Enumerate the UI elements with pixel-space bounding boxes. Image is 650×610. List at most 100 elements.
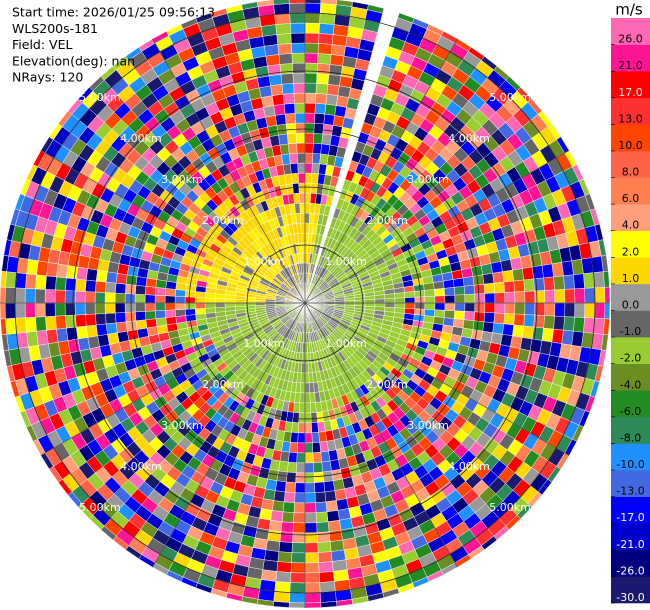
radar-gate bbox=[367, 4, 385, 14]
radar-gate bbox=[76, 266, 88, 281]
radar-gate bbox=[384, 298, 396, 304]
radar-gate bbox=[513, 313, 525, 327]
radar-gate bbox=[329, 54, 345, 67]
radar-gate bbox=[374, 294, 386, 300]
radar-gate bbox=[281, 511, 295, 523]
radar-gate bbox=[95, 280, 107, 293]
colorbar-segment bbox=[611, 416, 650, 444]
radar-gate bbox=[297, 162, 306, 174]
radar-gate bbox=[304, 102, 316, 114]
radar-gate bbox=[313, 123, 325, 135]
spoke bbox=[304, 302, 570, 456]
range-ring-label: 1.00km bbox=[243, 255, 285, 268]
radar-gate bbox=[214, 298, 226, 304]
radar-gate bbox=[224, 306, 236, 312]
radar-gate bbox=[25, 273, 37, 290]
radar-gate bbox=[312, 442, 321, 454]
radar-gate bbox=[318, 33, 334, 45]
radar-gate bbox=[289, 12, 306, 24]
radar-gate bbox=[275, 23, 292, 35]
radar-gate bbox=[304, 592, 321, 604]
radar-gate bbox=[299, 402, 306, 414]
radar-gate bbox=[321, 460, 332, 473]
radar-gate bbox=[314, 481, 326, 493]
radar-gate bbox=[125, 311, 137, 323]
radar-gate bbox=[329, 539, 345, 552]
radar-gate bbox=[561, 329, 574, 346]
radar-gate bbox=[324, 103, 337, 116]
range-ring-label: 2.00km bbox=[202, 214, 244, 227]
colorbar-tick-label: -4.0 bbox=[620, 378, 641, 391]
radar-gate bbox=[276, 123, 288, 136]
radar-gate bbox=[354, 299, 366, 304]
radar-gate bbox=[85, 279, 97, 293]
radar-gate bbox=[279, 143, 290, 156]
radar-gate bbox=[304, 432, 313, 444]
radar-gate bbox=[254, 302, 266, 306]
radar-gate bbox=[24, 288, 36, 304]
radar-gate bbox=[295, 472, 306, 484]
radar-gate bbox=[561, 260, 574, 277]
radar-gate bbox=[289, 152, 298, 164]
radar-gate bbox=[297, 432, 306, 444]
range-ring-label: 3.00km bbox=[161, 173, 203, 186]
radar-gate bbox=[76, 325, 88, 340]
radar-gate bbox=[115, 273, 128, 285]
overlay: 1.00km 1.00km 1.00km 1.00km 2.00km 2.00km 2.00… bbox=[0, 0, 610, 608]
radar-gate bbox=[332, 478, 345, 491]
radar-gate bbox=[291, 52, 306, 64]
radar-gate bbox=[55, 315, 67, 330]
radar-gate bbox=[184, 308, 196, 316]
radar-gate bbox=[298, 182, 306, 194]
radar-gate bbox=[85, 324, 98, 338]
radar-gate bbox=[276, 561, 292, 573]
radar-gate bbox=[114, 302, 126, 314]
radar-gate bbox=[434, 295, 446, 304]
radar-gate bbox=[494, 292, 506, 304]
radar-gate bbox=[283, 103, 296, 115]
radar-gate bbox=[564, 302, 576, 318]
radar-gate bbox=[544, 289, 556, 304]
radar-gate bbox=[155, 317, 167, 327]
radar-gate bbox=[311, 172, 319, 184]
radar-gate bbox=[74, 290, 86, 304]
radar-gate bbox=[308, 372, 314, 384]
radar-gate bbox=[434, 288, 446, 297]
colorbar-tick-label: -21.0 bbox=[616, 538, 644, 551]
radar-gate bbox=[464, 293, 476, 304]
colorbar-segment bbox=[611, 18, 650, 45]
radar-gate bbox=[483, 282, 495, 294]
radar-gate bbox=[95, 323, 108, 337]
radar-gate bbox=[290, 562, 306, 574]
colorbar-segment bbox=[611, 204, 650, 232]
radar-gate bbox=[304, 372, 310, 384]
radar-gate bbox=[299, 392, 306, 404]
range-ring-label: 4.00km bbox=[120, 460, 162, 473]
radar-gate bbox=[584, 302, 596, 319]
colorbar-segment bbox=[611, 97, 650, 125]
radar-gate bbox=[295, 122, 306, 134]
radar-gate bbox=[105, 271, 118, 284]
radar-gate bbox=[311, 162, 320, 174]
radar-gate bbox=[14, 287, 26, 304]
radar-gate bbox=[330, 549, 346, 562]
radar-gate bbox=[35, 316, 47, 332]
radar-gate bbox=[533, 277, 545, 292]
radar-gate bbox=[304, 32, 320, 44]
radar-gate bbox=[280, 73, 294, 85]
colorbar-segment bbox=[611, 470, 650, 497]
radar-gate bbox=[34, 288, 46, 304]
radar-gate bbox=[294, 482, 306, 494]
radar-gate bbox=[329, 459, 341, 472]
spoke bbox=[304, 38, 458, 304]
radar-gate bbox=[317, 541, 332, 553]
radar-gate bbox=[322, 123, 334, 136]
radar-gate bbox=[472, 320, 485, 332]
colorbar-segment bbox=[611, 496, 650, 524]
radar-gate bbox=[304, 522, 318, 534]
radar-gate bbox=[292, 72, 306, 84]
radar-gate bbox=[14, 302, 26, 319]
radar-gate bbox=[594, 287, 606, 304]
radar-gate bbox=[304, 192, 311, 204]
radar-gate bbox=[194, 308, 206, 315]
